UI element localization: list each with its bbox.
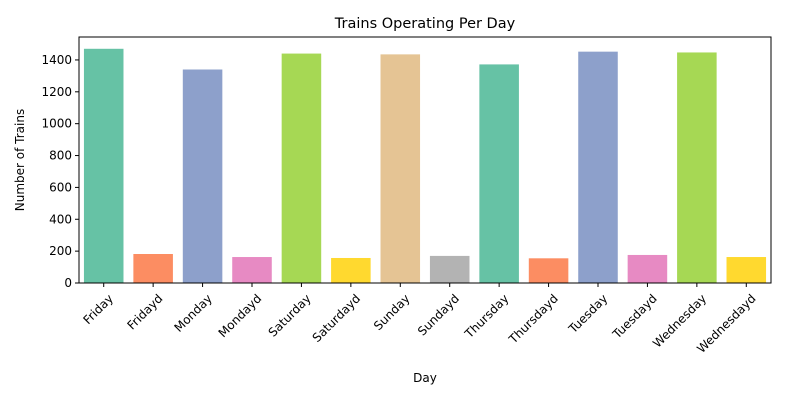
bar-saturday [281, 53, 322, 283]
x-tick-label: Thursday [461, 291, 511, 341]
bars-group [83, 48, 767, 284]
bar-fridayd [133, 254, 173, 283]
y-tick-label: 200 [49, 244, 72, 258]
plot-frame [78, 36, 772, 284]
bar-friday [83, 48, 124, 283]
bar-mondayd [232, 257, 272, 283]
bar-thursdayd [528, 258, 569, 283]
y-tick-label: 1400 [41, 53, 72, 67]
x-tick-label: Saturdayd [310, 291, 364, 345]
bar-wednesdayd [726, 257, 767, 283]
y-axis-ticks: 0 200 400 600 800 1000 1200 1400 [41, 53, 79, 290]
bar-thursday [479, 64, 519, 283]
bar-wednesday [677, 52, 717, 283]
bar-tuesdayd [627, 254, 668, 283]
y-tick-label: 1200 [41, 85, 72, 99]
x-tick-label: Saturday [266, 291, 314, 339]
bar-monday [182, 69, 223, 283]
x-tick-label: Sunday [371, 291, 413, 333]
y-tick-label: 800 [49, 149, 72, 163]
bar-tuesday [578, 51, 618, 283]
x-tick-label: Tuesdayd [609, 291, 660, 342]
bar-sunday [380, 54, 421, 284]
x-tick-label: Thursdayd [505, 291, 560, 346]
x-tick-label: Fridayd [124, 291, 165, 332]
x-tick-label: Monday [172, 291, 215, 334]
bar-saturdayd [331, 257, 371, 283]
x-tick-label: Tuesday [565, 291, 610, 336]
x-tick-label: Sundayd [415, 291, 462, 338]
x-tick-label: Mondayd [216, 291, 265, 340]
x-axis-ticks: Friday Fridayd Monday Mondayd SaturdaySaturd… [80, 283, 759, 356]
y-tick-label: 400 [49, 212, 72, 226]
y-tick-label: 600 [49, 180, 72, 194]
x-axis-title: Day [413, 371, 437, 385]
y-tick-label: 0 [64, 276, 72, 290]
y-axis-title: Number of Trains [13, 109, 27, 211]
bar-sundayd [429, 255, 470, 283]
x-tick-label: Friday [80, 291, 116, 327]
chart-title: Trains Operating Per Day [334, 16, 516, 32]
y-tick-label: 1000 [41, 117, 72, 131]
